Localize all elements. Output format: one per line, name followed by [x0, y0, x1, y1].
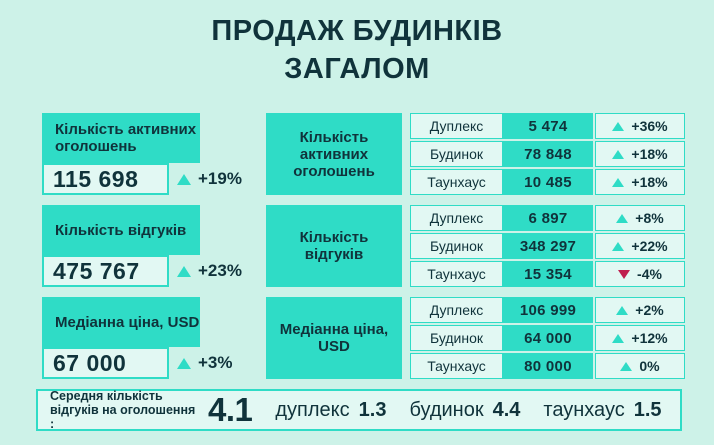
- table-row: Таунхаус 10 485 +18%: [410, 169, 685, 195]
- change-value: +18%: [631, 146, 668, 162]
- category-cell: Таунхаус: [410, 353, 503, 379]
- footer-item-name: будинок: [409, 398, 484, 421]
- up-triangle-icon: [612, 241, 625, 251]
- change-cell: +12%: [595, 325, 685, 351]
- change-indicator: +3%: [177, 353, 233, 373]
- category-cell: Таунхаус: [410, 169, 503, 195]
- change-cell: -4%: [595, 261, 685, 287]
- card-value: 475 767: [42, 255, 169, 287]
- footer-item-value: 4.4: [492, 398, 521, 421]
- card-label: Медіанна ціна, USD: [42, 297, 200, 347]
- footer-item-value: 1.3: [358, 398, 387, 421]
- card-value-row: 475 767 +23%: [42, 255, 257, 287]
- change-value: +8%: [635, 210, 664, 226]
- table-row: Таунхаус 15 354 -4%: [410, 261, 685, 287]
- table-row: Будинок 64 000 +12%: [410, 325, 685, 351]
- up-triangle-icon: [620, 361, 633, 371]
- footer-item-townhouse: таунхаус 1.5: [543, 399, 661, 422]
- page-title: ПРОДАЖ БУДИНКІВ ЗАГАЛОМ: [211, 15, 503, 85]
- category-cell: Таунхаус: [410, 261, 503, 287]
- card-label: Кількість відгуків: [42, 205, 200, 255]
- footer-bar: Середня кількість відгуків на оголошення…: [36, 389, 682, 431]
- breakdown-table-median-price: Медіанна ціна, USD Дуплекс 106 999 +2% Б…: [266, 297, 685, 379]
- value-cell: 106 999: [503, 297, 593, 323]
- footer-item-name: таунхаус: [543, 398, 625, 421]
- card-value-row: 67 000 +3%: [42, 347, 257, 379]
- down-triangle-icon: [618, 269, 631, 279]
- summary-card-active-listings: Кількість активних оголошень 115 698 +19…: [42, 113, 257, 195]
- up-triangle-icon: [177, 265, 191, 277]
- up-triangle-icon: [616, 305, 629, 315]
- footer-item-value: 1.5: [633, 398, 662, 421]
- footer-label: Середня кількість відгуків на оголошення…: [50, 389, 196, 431]
- card-value-row: 115 698 +19%: [42, 163, 257, 195]
- table-row: Дуплекс 5 474 +36%: [410, 113, 685, 139]
- up-triangle-icon: [177, 357, 191, 369]
- card-label: Кількість активних оголошень: [42, 113, 200, 163]
- up-triangle-icon: [612, 149, 625, 159]
- change-cell: +2%: [595, 297, 685, 323]
- category-cell: Будинок: [410, 233, 503, 259]
- change-value: +18%: [631, 174, 668, 190]
- table-row: Будинок 348 297 +22%: [410, 233, 685, 259]
- change-indicator: +19%: [177, 169, 242, 189]
- change-value: +36%: [631, 118, 668, 134]
- change-value: +3%: [198, 353, 233, 372]
- change-value: -4%: [637, 266, 662, 282]
- change-value: +22%: [631, 238, 668, 254]
- summary-card-reviews: Кількість відгуків 475 767 +23%: [42, 205, 257, 287]
- change-value: +23%: [198, 261, 242, 280]
- up-triangle-icon: [612, 333, 625, 343]
- value-cell: 78 848: [503, 141, 593, 167]
- table-row: Дуплекс 106 999 +2%: [410, 297, 685, 323]
- change-cell: +8%: [595, 205, 685, 231]
- change-cell: 0%: [595, 353, 685, 379]
- card-value: 67 000: [42, 347, 169, 379]
- change-cell: +18%: [595, 169, 685, 195]
- table-row: Дуплекс 6 897 +8%: [410, 205, 685, 231]
- category-cell: Дуплекс: [410, 113, 503, 139]
- category-cell: Дуплекс: [410, 297, 503, 323]
- category-cell: Дуплекс: [410, 205, 503, 231]
- change-value: +12%: [631, 330, 668, 346]
- change-indicator: +23%: [177, 261, 242, 281]
- up-triangle-icon: [616, 213, 629, 223]
- breakdown-table-reviews: Кількість відгуків Дуплекс 6 897 +8% Буд…: [266, 205, 685, 287]
- table-row: Таунхаус 80 000 0%: [410, 353, 685, 379]
- up-triangle-icon: [612, 177, 625, 187]
- summary-card-median-price: Медіанна ціна, USD 67 000 +3%: [42, 297, 257, 379]
- category-cell: Будинок: [410, 141, 503, 167]
- change-value: +19%: [198, 169, 242, 188]
- value-cell: 6 897: [503, 205, 593, 231]
- table-label: Кількість активних оголошень: [266, 113, 402, 195]
- change-cell: +36%: [595, 113, 685, 139]
- table-rows: Дуплекс 106 999 +2% Будинок 64 000 +12% …: [410, 297, 685, 379]
- category-cell: Будинок: [410, 325, 503, 351]
- value-cell: 80 000: [503, 353, 593, 379]
- up-triangle-icon: [177, 173, 191, 185]
- change-value: +2%: [635, 302, 664, 318]
- footer-item-name: дуплекс: [275, 398, 350, 421]
- table-rows: Дуплекс 6 897 +8% Будинок 348 297 +22% Т…: [410, 205, 685, 287]
- table-label: Медіанна ціна, USD: [266, 297, 402, 379]
- value-cell: 64 000: [503, 325, 593, 351]
- value-cell: 348 297: [503, 233, 593, 259]
- change-cell: +18%: [595, 141, 685, 167]
- change-value: 0%: [639, 358, 660, 374]
- footer-item-duplex: дуплекс 1.3: [275, 399, 386, 422]
- footer-total-value: 4.1: [208, 391, 253, 428]
- table-label: Кількість відгуків: [266, 205, 402, 287]
- value-cell: 10 485: [503, 169, 593, 195]
- table-row: Будинок 78 848 +18%: [410, 141, 685, 167]
- table-rows: Дуплекс 5 474 +36% Будинок 78 848 +18% Т…: [410, 113, 685, 195]
- value-cell: 15 354: [503, 261, 593, 287]
- value-cell: 5 474: [503, 113, 593, 139]
- breakdown-table-active-listings: Кількість активних оголошень Дуплекс 5 4…: [266, 113, 685, 195]
- footer-item-house: будинок 4.4: [409, 399, 520, 422]
- card-value: 115 698: [42, 163, 169, 195]
- up-triangle-icon: [612, 121, 625, 131]
- change-cell: +22%: [595, 233, 685, 259]
